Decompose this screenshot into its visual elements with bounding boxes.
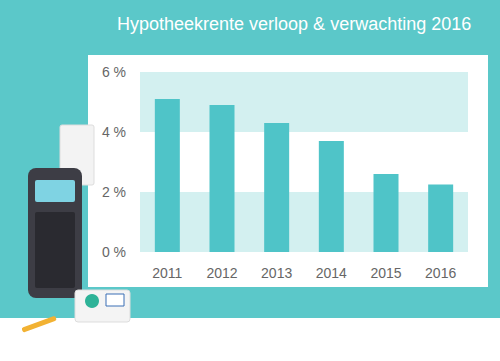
svg-text:6 %: 6 % [102, 64, 126, 80]
svg-text:2014: 2014 [316, 265, 347, 281]
svg-text:2015: 2015 [370, 265, 401, 281]
svg-text:Hypotheekrente verloop & verwa: Hypotheekrente verloop & verwachting 201… [117, 14, 471, 34]
svg-text:2011: 2011 [152, 265, 182, 281]
svg-text:2016: 2016 [425, 265, 456, 281]
svg-text:2013: 2013 [261, 265, 292, 281]
svg-text:2 %: 2 % [102, 184, 126, 200]
svg-text:0 %: 0 % [102, 244, 126, 260]
svg-text:2012: 2012 [206, 265, 237, 281]
svg-text:4 %: 4 % [102, 124, 126, 140]
